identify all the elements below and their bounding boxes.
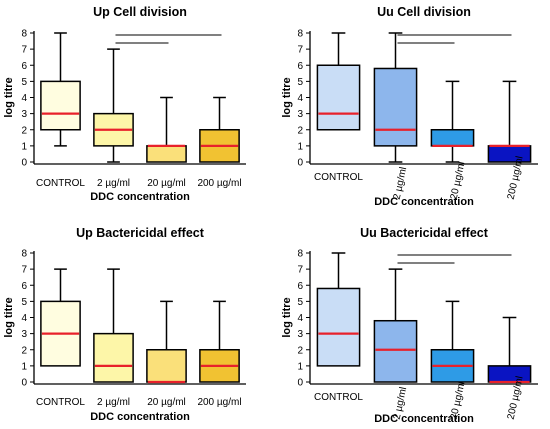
box-2 bbox=[146, 96, 187, 163]
y-tick-label: 3 bbox=[297, 329, 303, 340]
category-label: CONTROL bbox=[36, 397, 85, 408]
x-axis-label: DDC concentration bbox=[374, 413, 474, 425]
y-tick-label: 2 bbox=[21, 345, 27, 356]
box-3 bbox=[199, 300, 240, 383]
box-0 bbox=[316, 32, 361, 131]
y-tick-label: 2 bbox=[297, 125, 303, 136]
box-1 bbox=[93, 48, 134, 163]
category-label: 2 µg/ml bbox=[97, 178, 130, 189]
y-tick-label: 1 bbox=[21, 361, 27, 372]
box-body bbox=[40, 80, 81, 131]
y-tick-label: 0 bbox=[21, 378, 27, 389]
chart-title: Up Cell division bbox=[93, 5, 187, 19]
y-tick-label: 8 bbox=[297, 29, 303, 40]
box-body bbox=[93, 332, 134, 383]
x-axis-label: DDC concentration bbox=[374, 196, 474, 208]
y-tick-label: 8 bbox=[21, 249, 27, 260]
y-tick-label: 7 bbox=[21, 265, 27, 276]
y-tick-label: 6 bbox=[297, 61, 303, 72]
chart-title: Up Bactericidal effect bbox=[76, 226, 205, 240]
y-axis-label: log titre bbox=[281, 77, 293, 117]
box-body bbox=[373, 67, 418, 147]
box-1 bbox=[93, 268, 134, 383]
category-label: 200 µg/ml bbox=[197, 397, 241, 408]
box-3 bbox=[487, 316, 532, 384]
box-0 bbox=[316, 252, 361, 367]
y-tick-label: 6 bbox=[21, 61, 27, 72]
box-body bbox=[146, 349, 187, 383]
y-tick-label: 8 bbox=[21, 29, 27, 40]
y-tick-label: 8 bbox=[297, 249, 303, 260]
y-tick-label: 5 bbox=[297, 77, 303, 88]
category-label: CONTROL bbox=[314, 392, 363, 403]
x-axis-label: DDC concentration bbox=[90, 191, 190, 203]
y-tick-label: 7 bbox=[21, 45, 27, 56]
box-body bbox=[316, 287, 361, 367]
category-label: 2 µg/ml bbox=[97, 397, 130, 408]
y-tick-label: 6 bbox=[297, 281, 303, 292]
y-tick-label: 3 bbox=[21, 329, 27, 340]
chart-panel-1: Uu Cell division log titre 0 1 2 3 4 5 6 7 8 CONTRO… bbox=[281, 5, 538, 208]
y-axis-label: log titre bbox=[281, 297, 293, 337]
y-tick-label: 4 bbox=[21, 313, 27, 324]
y-tick-label: 4 bbox=[297, 313, 303, 324]
box-3 bbox=[487, 80, 532, 163]
category-label: CONTROL bbox=[36, 178, 85, 189]
chart-panel-3: Uu Bactericidal effect log titre 0 1 2 3 4 5 6 7 8… bbox=[281, 226, 538, 425]
y-tick-label: 0 bbox=[21, 158, 27, 169]
chart-panel-0: Up Cell division log titre 0 1 2 3 4 5 6 7 8 CONTRO… bbox=[3, 5, 246, 203]
y-tick-label: 7 bbox=[297, 265, 303, 276]
y-tick-label: 2 bbox=[297, 345, 303, 356]
y-tick-label: 4 bbox=[297, 93, 303, 104]
y-tick-label: 5 bbox=[21, 297, 27, 308]
y-axis-label: log titre bbox=[3, 77, 15, 117]
box-1 bbox=[373, 32, 418, 163]
box-body bbox=[430, 129, 475, 147]
chart-panel-2: Up Bactericidal effect log titre 0 1 2 3 4 5 6 7 8… bbox=[3, 226, 246, 423]
y-tick-label: 7 bbox=[297, 45, 303, 56]
y-tick-label: 4 bbox=[21, 93, 27, 104]
category-label: CONTROL bbox=[314, 172, 363, 183]
category-label: 20 µg/ml bbox=[147, 178, 186, 189]
box-1 bbox=[373, 268, 418, 383]
chart-title: Uu Cell division bbox=[377, 5, 471, 19]
y-tick-label: 6 bbox=[21, 281, 27, 292]
category-label: 20 µg/ml bbox=[449, 161, 468, 201]
y-tick-label: 1 bbox=[297, 361, 303, 372]
box-0 bbox=[40, 268, 81, 367]
box-2 bbox=[146, 300, 187, 384]
box-3 bbox=[199, 96, 240, 163]
box-body bbox=[146, 145, 187, 163]
y-tick-label: 2 bbox=[21, 125, 27, 136]
box-0 bbox=[40, 32, 81, 147]
box-body bbox=[316, 64, 361, 131]
y-tick-label: 1 bbox=[21, 141, 27, 152]
category-label: 20 µg/ml bbox=[147, 397, 186, 408]
box-2 bbox=[430, 300, 475, 383]
y-tick-label: 3 bbox=[297, 109, 303, 120]
y-tick-label: 5 bbox=[297, 297, 303, 308]
category-label: 200 µg/ml bbox=[197, 178, 241, 189]
y-tick-label: 5 bbox=[21, 77, 27, 88]
x-axis-label: DDC concentration bbox=[90, 411, 190, 423]
y-tick-label: 1 bbox=[297, 141, 303, 152]
y-tick-label: 0 bbox=[297, 158, 303, 169]
chart-title: Uu Bactericidal effect bbox=[360, 226, 489, 240]
y-tick-label: 3 bbox=[21, 109, 27, 120]
y-tick-label: 0 bbox=[297, 378, 303, 389]
box-2 bbox=[430, 80, 475, 163]
y-axis-label: log titre bbox=[3, 297, 15, 337]
box-body bbox=[373, 319, 418, 383]
